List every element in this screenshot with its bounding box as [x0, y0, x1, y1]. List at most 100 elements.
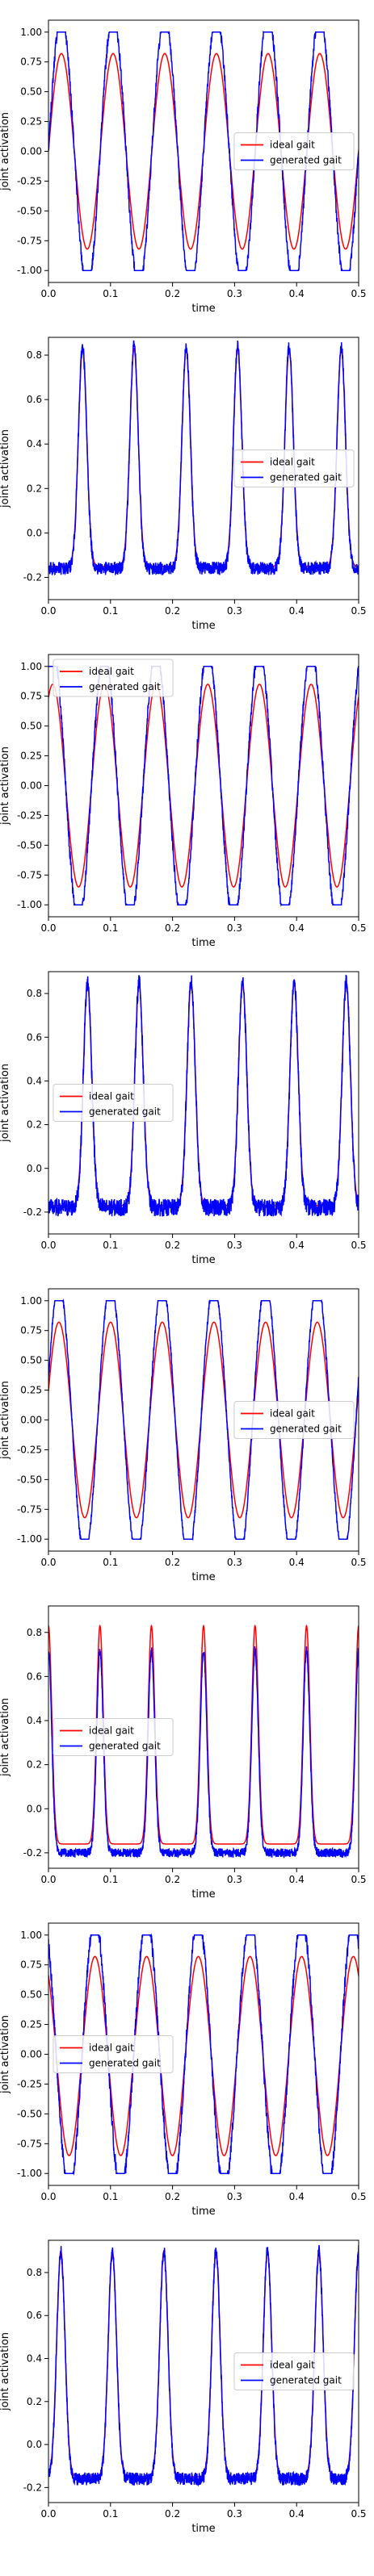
generated-gait-line	[48, 340, 359, 576]
x-tick-label: 0.3	[227, 2508, 242, 2520]
y-tick-label: 1.00	[20, 661, 42, 672]
y-tick-label: -0.50	[17, 2108, 42, 2119]
subplot-5: 0.0 0.1 0.2 0.3 0.4 0.5 -1.00 -0.75 -0.50 -0.25 0.…	[0, 1288, 367, 1583]
y-tick-label: 0.75	[20, 1325, 42, 1336]
y-tick-label: -0.75	[17, 1503, 42, 1515]
y-tick-label: -0.75	[17, 869, 42, 880]
legend-entry-generated-label: generated gait	[270, 1424, 342, 1435]
subplot-8: 0.0 0.1 0.2 0.3 0.4 0.5 -0.2 0.0 0.2 0.4 0.6 0.8 tim…	[0, 2239, 367, 2535]
x-tick-label: 0.5	[351, 2191, 366, 2202]
y-tick-label: 0.4	[27, 438, 42, 450]
y-tick-label: 0.00	[20, 1415, 42, 1426]
y-tick-label: 0.50	[20, 1989, 42, 2001]
y-tick-label: 0.25	[20, 751, 42, 762]
legend-entry-ideal-label: ideal gait	[270, 457, 315, 468]
y-tick-label: 0.50	[20, 1355, 42, 1366]
axes-frame	[48, 337, 359, 600]
y-tick-label: -0.50	[17, 839, 42, 851]
subplot-7: 0.0 0.1 0.2 0.3 0.4 0.5 -1.00 -0.75 -0.50 -0.25 0.…	[0, 1922, 367, 2218]
x-tick-label: 0.5	[351, 1557, 366, 1568]
x-tick-label: 0.2	[165, 605, 180, 617]
y-tick-label: 0.4	[27, 1715, 42, 1726]
x-tick-label: 0.1	[103, 2508, 118, 2520]
y-tick-label: -1.00	[17, 1533, 42, 1545]
y-tick-label: -0.25	[17, 809, 42, 821]
x-tick-label: 0.3	[227, 1240, 242, 1251]
legend-box	[53, 1718, 174, 1756]
y-tick-label: 0.2	[27, 2396, 42, 2407]
x-tick-label: 0.5	[351, 288, 366, 299]
x-tick-label: 0.4	[289, 605, 305, 617]
y-tick-label: -1.00	[17, 899, 42, 910]
x-tick-label: 0.2	[165, 2508, 180, 2520]
generated-gait-line	[48, 666, 359, 908]
y-tick-label: 0.4	[27, 1075, 42, 1086]
x-tick-label: 0.1	[103, 1557, 118, 1568]
x-axis-label: time	[191, 620, 215, 632]
y-tick-label: -0.25	[17, 175, 42, 186]
ideal-gait-line	[48, 684, 359, 888]
y-tick-label: 0.50	[20, 721, 42, 732]
x-tick-label: 0.5	[351, 2508, 366, 2520]
y-tick-label: 0.25	[20, 1385, 42, 1396]
legend-entry-generated-label: generated gait	[89, 1741, 161, 1752]
y-axis-label: joint activation	[0, 429, 11, 508]
x-axis-label: time	[191, 303, 215, 315]
y-tick-label: 0.8	[27, 1627, 42, 1638]
legend-box	[53, 2035, 174, 2073]
y-tick-label: 0.6	[27, 2310, 42, 2321]
legend-entry-generated-label: generated gait	[89, 2058, 161, 2069]
y-tick-label: 0.00	[20, 146, 42, 157]
legend-entry-ideal-label: ideal gait	[270, 140, 315, 151]
y-tick-label: -0.75	[17, 2138, 42, 2149]
legend-box	[53, 659, 174, 697]
y-tick-label: 0.25	[20, 116, 42, 128]
x-axis-label: time	[191, 2523, 215, 2535]
x-tick-label: 0.0	[40, 922, 56, 934]
generated-gait-line	[48, 1933, 359, 2176]
x-tick-label: 0.4	[289, 2508, 305, 2520]
legend: ideal gait generated gait	[53, 659, 174, 697]
y-tick-label: 0.8	[27, 988, 42, 999]
axes-frame	[48, 1605, 359, 1869]
subplot-2: 0.0 0.1 0.2 0.3 0.4 0.5 -0.2 0.0 0.2 0.4 0.6 0.8 tim…	[0, 337, 367, 632]
x-tick-label: 0.5	[351, 922, 366, 934]
x-tick-label: 0.1	[103, 1874, 118, 1885]
x-tick-label: 0.1	[103, 2191, 118, 2202]
y-tick-label: 0.00	[20, 780, 42, 792]
x-tick-label: 0.2	[165, 1557, 180, 1568]
axes-frame	[48, 971, 359, 1235]
y-tick-label: 0.0	[27, 1163, 42, 1174]
subplot-3: 0.0 0.1 0.2 0.3 0.4 0.5 -1.00 -0.75 -0.50 -0.25 0.…	[0, 654, 367, 949]
legend-box	[53, 1084, 174, 1122]
x-axis-label: time	[191, 1254, 215, 1266]
y-tick-label: 0.00	[20, 2049, 42, 2060]
legend-entry-ideal-label: ideal gait	[89, 2043, 134, 2054]
ideal-gait-line	[48, 1955, 359, 2156]
x-tick-label: 0.0	[40, 1557, 56, 1568]
x-tick-label: 0.0	[40, 288, 56, 299]
legend-box	[233, 450, 355, 487]
x-tick-label: 0.3	[227, 1874, 242, 1885]
x-tick-label: 0.4	[289, 2191, 305, 2202]
y-tick-label: -1.00	[17, 265, 42, 276]
y-tick-label: 0.6	[27, 394, 42, 405]
y-tick-label: 1.00	[20, 1295, 42, 1307]
legend: ideal gait generated gait	[233, 132, 355, 170]
legend-entry-generated-label: generated gait	[270, 155, 342, 166]
legend: ideal gait generated gait	[233, 1401, 355, 1439]
legend: ideal gait generated gait	[233, 450, 355, 487]
generated-gait-line	[48, 2245, 359, 2487]
legend: ideal gait generated gait	[53, 1084, 174, 1122]
x-tick-label: 0.3	[227, 922, 242, 934]
generated-gait-line	[48, 1646, 359, 1859]
legend-box	[233, 1401, 355, 1439]
x-tick-label: 0.4	[289, 288, 305, 299]
x-tick-label: 0.1	[103, 605, 118, 617]
legend-entry-generated-label: generated gait	[89, 1106, 161, 1118]
y-tick-label: 0.0	[27, 1803, 42, 1814]
y-tick-label: 0.8	[27, 2267, 42, 2278]
legend-entry-ideal-label: ideal gait	[89, 1725, 134, 1737]
legend-entry-generated-label: generated gait	[270, 2375, 342, 2386]
